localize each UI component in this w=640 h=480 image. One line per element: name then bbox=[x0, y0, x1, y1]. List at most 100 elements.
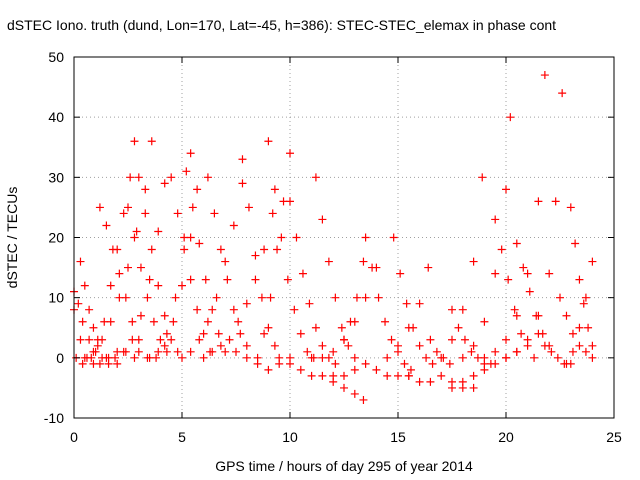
data-point bbox=[145, 353, 154, 362]
series-36 bbox=[491, 215, 539, 362]
data-point bbox=[374, 293, 383, 302]
data-point bbox=[346, 317, 355, 326]
data-point bbox=[80, 353, 89, 362]
data-point bbox=[160, 341, 169, 350]
series-42 bbox=[566, 203, 597, 350]
data-point bbox=[448, 383, 456, 392]
data-point bbox=[517, 329, 526, 338]
data-point bbox=[147, 245, 156, 254]
data-point bbox=[469, 257, 478, 266]
data-point bbox=[145, 275, 154, 284]
series-18 bbox=[232, 347, 294, 374]
series-34 bbox=[437, 173, 487, 362]
series-35 bbox=[458, 113, 515, 362]
data-point bbox=[562, 359, 571, 368]
data-point bbox=[556, 293, 564, 302]
data-point bbox=[512, 311, 521, 320]
data-point bbox=[303, 347, 312, 356]
series-6 bbox=[80, 137, 156, 362]
data-point bbox=[460, 335, 469, 344]
data-point bbox=[445, 359, 454, 368]
data-point bbox=[292, 233, 301, 242]
data-point bbox=[173, 347, 182, 356]
data-point bbox=[156, 335, 165, 344]
data-point bbox=[432, 347, 441, 356]
data-point bbox=[400, 359, 409, 368]
data-point bbox=[480, 365, 489, 374]
series-41 bbox=[556, 293, 597, 362]
data-point bbox=[264, 365, 273, 374]
data-point bbox=[424, 263, 433, 272]
data-point bbox=[154, 227, 163, 236]
data-point bbox=[203, 317, 212, 326]
x-tick-label: 5 bbox=[178, 429, 186, 445]
data-point bbox=[437, 353, 446, 362]
data-point bbox=[124, 263, 132, 272]
y-tick-label: 10 bbox=[48, 290, 64, 306]
data-point bbox=[162, 329, 171, 338]
data-point bbox=[426, 335, 435, 344]
data-point bbox=[214, 329, 223, 338]
data-point bbox=[331, 359, 340, 368]
data-point bbox=[229, 221, 238, 230]
data-point bbox=[502, 353, 510, 362]
data-point bbox=[381, 317, 390, 326]
data-point bbox=[128, 317, 137, 326]
data-point bbox=[491, 347, 500, 356]
data-point bbox=[344, 341, 353, 350]
data-point bbox=[167, 335, 176, 344]
data-point bbox=[553, 353, 562, 362]
data-point bbox=[286, 197, 294, 206]
data-point bbox=[188, 203, 197, 212]
data-point bbox=[502, 335, 510, 344]
data-point bbox=[575, 341, 584, 350]
data-point bbox=[115, 293, 124, 302]
data-point bbox=[208, 305, 217, 314]
data-point bbox=[85, 305, 94, 314]
data-point bbox=[340, 383, 348, 392]
data-point bbox=[448, 335, 456, 344]
series-11 bbox=[145, 149, 195, 362]
series-13 bbox=[182, 167, 230, 356]
data-point bbox=[229, 305, 238, 314]
data-point bbox=[402, 299, 411, 308]
data-point bbox=[225, 335, 234, 344]
data-point bbox=[238, 179, 247, 188]
data-point bbox=[85, 335, 94, 344]
data-point bbox=[108, 245, 117, 254]
data-point bbox=[318, 371, 327, 380]
data-point bbox=[193, 185, 202, 194]
data-point bbox=[372, 365, 381, 374]
data-point bbox=[383, 353, 392, 362]
data-point bbox=[581, 293, 590, 302]
series-23 bbox=[311, 173, 359, 362]
data-point bbox=[575, 323, 584, 332]
data-point bbox=[337, 323, 346, 332]
data-point bbox=[286, 359, 294, 368]
data-point bbox=[318, 215, 327, 224]
series-21 bbox=[286, 197, 340, 368]
series-8 bbox=[124, 203, 171, 356]
data-point bbox=[277, 233, 286, 242]
data-point bbox=[588, 341, 597, 350]
series-17 bbox=[238, 155, 279, 350]
series-20 bbox=[253, 149, 294, 362]
data-point bbox=[89, 323, 98, 332]
data-point bbox=[106, 317, 115, 326]
data-point bbox=[562, 311, 571, 320]
data-point bbox=[428, 359, 437, 368]
data-point bbox=[199, 353, 208, 362]
y-tick-label: -10 bbox=[44, 410, 64, 426]
data-point bbox=[208, 347, 217, 356]
series-40 bbox=[534, 329, 575, 368]
data-point bbox=[95, 359, 104, 368]
data-point bbox=[253, 353, 262, 362]
data-point bbox=[588, 353, 597, 362]
data-point bbox=[497, 245, 506, 254]
data-point bbox=[575, 275, 584, 284]
data-point bbox=[547, 347, 556, 356]
data-point bbox=[502, 185, 510, 194]
data-point bbox=[130, 137, 139, 146]
data-point bbox=[359, 395, 368, 404]
